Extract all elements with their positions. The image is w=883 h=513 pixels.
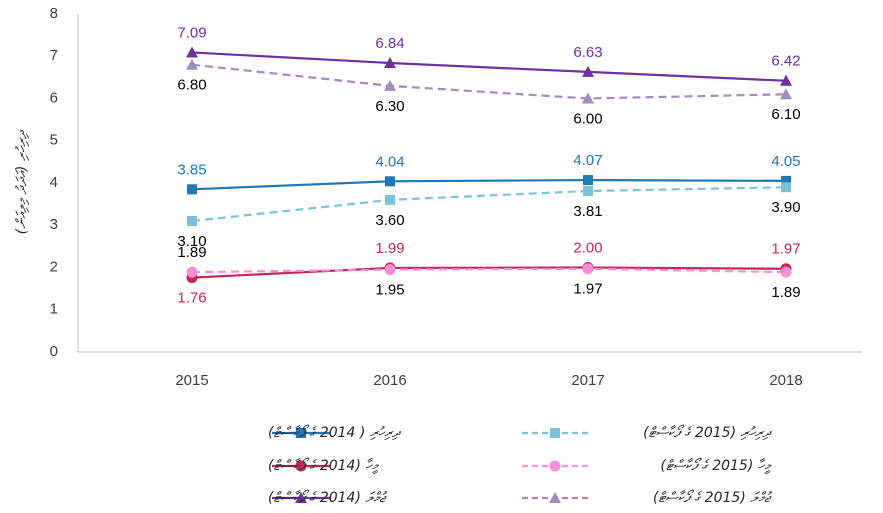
marker xyxy=(384,264,396,276)
data-label: 3.60 xyxy=(375,212,404,229)
y-tick-label: 5 xyxy=(50,132,58,149)
series-line xyxy=(191,267,787,274)
marker xyxy=(549,492,561,503)
series-line xyxy=(191,63,787,100)
data-label: 1.89 xyxy=(771,284,800,301)
series-line xyxy=(191,178,787,191)
legend-label: ދިރިހުރި ( 2014 ގެ ފޯކާސްޓް) xyxy=(268,424,402,441)
data-label: 3.81 xyxy=(573,203,602,220)
data-label: 7.09 xyxy=(177,24,206,41)
legend-item: މީހާ (2014 ގެ ފޯކާސްޓް) xyxy=(268,457,380,475)
data-label: 6.10 xyxy=(771,106,800,123)
marker xyxy=(187,216,197,227)
x-tick-label: 2018 xyxy=(769,372,802,389)
legend-label: މީހާ (2014 ގެ ފޯކާސްޓް) xyxy=(268,457,380,475)
marker xyxy=(187,184,197,195)
y-tick-label: 4 xyxy=(50,174,58,191)
marker xyxy=(186,266,198,278)
marker xyxy=(780,88,792,100)
y-tick-label: 0 xyxy=(50,343,58,360)
data-label: 6.63 xyxy=(573,44,602,61)
data-label: 4.07 xyxy=(573,152,602,169)
y-tick-label: 3 xyxy=(50,216,58,233)
data-label: 1.76 xyxy=(177,290,206,307)
legend-label: ޖުމްލަ (2015 ގެ ފޯކާސްޓް) xyxy=(653,489,773,506)
marker xyxy=(295,492,307,503)
legend-item: ދިރިހުރި (2015 ގެ ފޯކާސްޓް) xyxy=(522,424,772,441)
data-label: 6.80 xyxy=(177,77,206,94)
data-label: 6.00 xyxy=(573,110,602,127)
marker xyxy=(385,176,395,187)
legend-label: ދިރިހުރި (2015 ގެ ފޯކާސްޓް) xyxy=(643,424,772,441)
data-label: 4.04 xyxy=(375,153,404,170)
legend-item: ޖުމްލަ (2014 ގެ ފޯކާސްޓް) xyxy=(268,489,388,506)
data-label: 3.90 xyxy=(771,199,800,216)
y-tick-label: 8 xyxy=(50,5,58,22)
marker xyxy=(780,266,792,278)
y-axis-label: (އަދަދު މިލިއަން) ދިރިހުރި xyxy=(14,129,30,234)
marker xyxy=(384,57,396,69)
y-tick-label: 7 xyxy=(50,47,58,64)
marker xyxy=(781,182,791,193)
data-label: 4.05 xyxy=(771,153,800,170)
data-label: 3.85 xyxy=(177,161,206,178)
y-tick-label: 2 xyxy=(50,258,58,275)
legend-item: މީހާ (2015 ގެ ފޯކާސްޓް) xyxy=(522,457,772,475)
x-tick-label: 2017 xyxy=(571,372,604,389)
marker xyxy=(550,428,560,438)
y-tick-label: 1 xyxy=(50,301,58,318)
marker xyxy=(385,194,395,205)
data-label: 1.97 xyxy=(771,241,800,258)
data-label: 2.00 xyxy=(573,239,602,256)
y-tick-label: 6 xyxy=(50,89,58,106)
marker xyxy=(582,92,594,104)
legend-label: މީހާ (2015 ގެ ފޯކާސްޓް) xyxy=(660,457,772,475)
marker xyxy=(295,460,307,472)
data-label: 6.30 xyxy=(375,98,404,115)
data-label: 1.97 xyxy=(573,281,602,298)
series-line xyxy=(191,51,787,82)
legend-item: ޖުމްލަ (2015 ގެ ފޯކާސްޓް) xyxy=(522,489,773,506)
data-label: 1.89 xyxy=(177,244,206,261)
marker xyxy=(781,175,791,186)
series-line xyxy=(191,186,787,223)
marker xyxy=(549,460,561,472)
data-label: 6.42 xyxy=(771,53,800,70)
marker xyxy=(296,428,306,438)
marker xyxy=(582,65,594,77)
data-label: 3.10 xyxy=(177,233,206,250)
series-line xyxy=(191,266,787,279)
data-label: 6.84 xyxy=(375,35,404,52)
marker xyxy=(583,175,593,186)
x-tick-label: 2016 xyxy=(373,372,406,389)
data-label: 1.95 xyxy=(375,282,404,299)
legend-label: ޖުމްލަ (2014 ގެ ފޯކާސްޓް) xyxy=(268,489,388,506)
data-label: 1.99 xyxy=(375,240,404,257)
marker xyxy=(384,79,396,91)
marker xyxy=(186,46,198,58)
marker xyxy=(780,74,792,86)
x-tick-label: 2015 xyxy=(175,372,208,389)
marker xyxy=(583,186,593,197)
legend-item: ދިރިހުރި ( 2014 ގެ ފޯކާސްޓް) xyxy=(268,424,402,441)
marker xyxy=(582,263,594,275)
marker xyxy=(186,58,198,70)
